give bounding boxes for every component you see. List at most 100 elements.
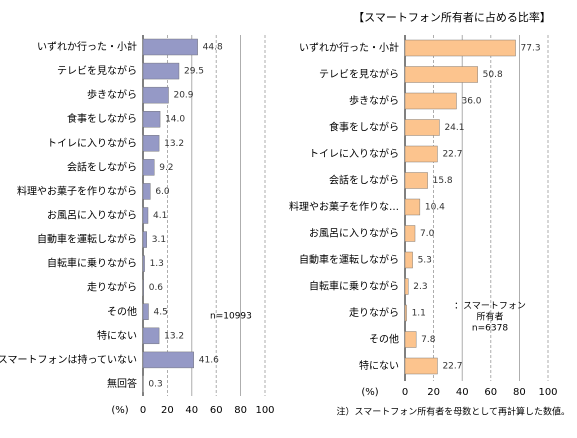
bar [404, 172, 428, 189]
value-label: 3.1 [152, 235, 166, 245]
value-label: 20.9 [173, 91, 193, 101]
axis-label: (%) [361, 387, 378, 398]
category-label: スマートフォンは持っていない [0, 353, 137, 366]
value-label: 14.0 [165, 115, 185, 125]
category-label: 特にない [359, 360, 399, 372]
value-label: 1.1 [412, 309, 426, 319]
category-label: 自転車に乗りながら [309, 280, 399, 293]
bar [404, 278, 409, 295]
bar [142, 38, 198, 56]
x-tick-label: 0 [402, 387, 408, 398]
bar [404, 145, 438, 163]
value-label: 44.8 [203, 43, 223, 53]
value-label: 22.7 [442, 150, 462, 160]
x-tick-label: 80 [513, 387, 526, 398]
annotation: n=10993 [210, 312, 252, 322]
category-label: 走りながら [349, 306, 399, 319]
value-label: 10.4 [425, 203, 445, 213]
category-label: トイレに入りながら [309, 147, 399, 160]
category-label: 自転車に乗りながら [47, 257, 137, 270]
annotation: n=6378 [472, 324, 508, 334]
value-label: 1.3 [150, 259, 164, 269]
value-label: 9.2 [159, 163, 173, 173]
annotation: 所有者 [476, 311, 503, 323]
value-label: 5.3 [418, 256, 432, 266]
value-label: 15.8 [433, 176, 453, 186]
bar [142, 207, 149, 224]
category-label: 自動車を運転しながら [299, 253, 399, 266]
category-label: いずれか行った・小計 [37, 40, 137, 53]
value-label: 7.8 [421, 335, 436, 345]
value-label: 7.0 [420, 229, 435, 239]
bar [142, 327, 160, 345]
x-tick-label: 20 [161, 405, 174, 416]
bar [142, 303, 149, 320]
bar [142, 62, 180, 80]
bar [404, 331, 417, 348]
bar [404, 66, 478, 83]
category-label: 料理やお菓子を作りながら [17, 184, 137, 197]
category-label: その他 [369, 333, 399, 346]
bar [404, 251, 413, 269]
chart-title: 【スマートフォン所有者に占める比率】 [353, 10, 551, 24]
annotation: ：スマートフォン [454, 302, 526, 312]
x-tick-label: 100 [255, 405, 274, 416]
value-label: 50.8 [483, 70, 503, 80]
value-label: 29.5 [184, 67, 204, 77]
bar [404, 119, 440, 136]
x-tick-label: 60 [484, 387, 497, 398]
value-label: 4.1 [153, 211, 167, 221]
value-label: 36.0 [461, 97, 481, 107]
value-label: 13.2 [164, 331, 184, 341]
category-label: 無回答 [107, 377, 137, 390]
value-label: 41.6 [199, 355, 219, 365]
bar [404, 357, 438, 375]
axis-label: (%) [111, 405, 128, 416]
bar [142, 183, 151, 200]
bar [404, 198, 421, 216]
bar [142, 135, 160, 152]
category-label: テレビを見ながら [57, 64, 137, 77]
category-label: トイレに入りながら [47, 136, 137, 149]
x-tick-label: 0 [140, 405, 146, 416]
x-tick-label: 40 [185, 405, 198, 416]
category-label: 特にない [97, 330, 137, 342]
category-label: 食事をしながら [329, 121, 399, 134]
category-label: 会話をしながら [329, 174, 399, 187]
bar [142, 231, 147, 248]
footnote: 注）スマートフォン所有者を母数として再計算した数値。 [337, 406, 570, 418]
bar [404, 304, 407, 322]
category-label: いずれか行った・小計 [299, 41, 399, 54]
bar [404, 225, 416, 242]
category-label: 走りながら [87, 281, 137, 294]
value-label: 6.0 [155, 187, 170, 197]
value-label: 0.6 [149, 283, 164, 293]
value-label: 13.2 [164, 139, 184, 149]
bar [142, 351, 194, 369]
category-label: 歩きながら [349, 94, 399, 107]
bar [142, 279, 144, 296]
category-label: 歩きながら [87, 88, 137, 101]
x-tick-label: 80 [234, 405, 247, 416]
category-label: お風呂に入りながら [309, 227, 399, 240]
category-label: 自動車を運転しながら [37, 233, 137, 246]
bar [404, 92, 457, 110]
x-tick-label: 60 [210, 405, 223, 416]
x-tick-label: 40 [456, 387, 469, 398]
value-label: 2.3 [413, 282, 427, 292]
category-label: お風呂に入りながら [47, 208, 137, 221]
value-label: 22.7 [442, 362, 462, 372]
bar [142, 86, 169, 104]
category-label: 食事をしながら [67, 112, 137, 125]
category-label: その他 [107, 305, 137, 318]
category-label: テレビを見ながら [319, 68, 399, 81]
bar [404, 39, 516, 57]
x-tick-label: 100 [538, 387, 557, 398]
bar [142, 159, 155, 176]
bar [142, 111, 161, 128]
category-label: 料理やお菓子を作りな… [289, 200, 399, 213]
value-label: 24.1 [444, 123, 464, 133]
value-label: 77.3 [521, 44, 541, 54]
bar [142, 255, 145, 272]
